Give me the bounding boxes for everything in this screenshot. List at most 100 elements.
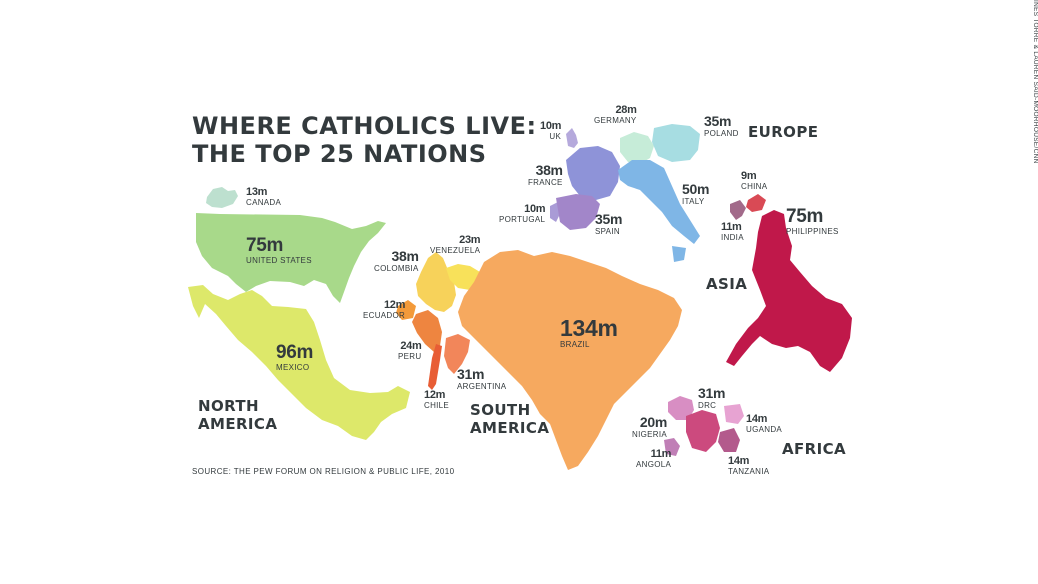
value: 10m [540, 120, 562, 132]
india-shape [730, 200, 746, 220]
label-peru: 24m PERU [398, 340, 422, 362]
label-poland: 35m POLAND [704, 113, 739, 139]
value: 13m [246, 186, 268, 198]
nigeria-shape [668, 396, 694, 420]
label-tanzania: 14m TANZANIA [728, 455, 769, 477]
label-india: 11m INDIA [721, 221, 744, 243]
label-france: 38m FRANCE [528, 162, 563, 188]
label-colombia: 38m COLOMBIA [374, 248, 419, 274]
label-brazil: 134m BRAZIL [560, 316, 618, 350]
argentina-shape [444, 334, 470, 374]
label-venezuela: 23m VENEZUELA [430, 234, 481, 256]
name: UGANDA [746, 425, 783, 434]
label-canada: 13m CANADA [246, 186, 281, 208]
france-shape [566, 146, 620, 200]
poland-shape [652, 124, 700, 162]
label-spain: 35m SPAIN [595, 211, 622, 237]
label-mexico: 96m MEXICO [276, 343, 313, 373]
united-states-shape [196, 213, 386, 303]
name: CHINA [741, 182, 768, 191]
value: 23m [459, 234, 481, 246]
name: ANGOLA [636, 460, 672, 469]
label-italy: 50m ITALY [682, 181, 709, 207]
name: CHILE [424, 401, 450, 410]
region-line: NORTH [198, 397, 259, 415]
region-label-asia: ASIA [706, 275, 748, 293]
name: ECUADOR [363, 311, 406, 320]
value: 28m [615, 104, 637, 116]
name: MEXICO [276, 363, 310, 372]
value: 10m [524, 203, 546, 215]
value: 12m [424, 389, 446, 401]
name: BRAZIL [560, 340, 590, 349]
china-shape [746, 194, 766, 212]
value: 38m [535, 162, 563, 178]
value: 9m [741, 170, 757, 182]
uganda-shape [724, 404, 744, 424]
label-angola: 11m ANGOLA [636, 448, 671, 470]
value: 14m [728, 455, 750, 467]
name: GERMANY [594, 116, 637, 125]
name: CANADA [246, 198, 282, 207]
value: 96m [276, 342, 314, 363]
spain-shape [556, 194, 600, 230]
label-nigeria: 20m NIGERIA [632, 414, 667, 440]
brazil-shape [458, 250, 682, 470]
value: 50m [682, 181, 710, 197]
title-line-2: THE TOP 25 NATIONS [192, 140, 487, 168]
name: COLOMBIA [374, 264, 419, 273]
name: TANZANIA [728, 467, 770, 476]
region-line: AMERICA [198, 415, 278, 433]
region-label-south-america: SOUTH AMERICA [470, 401, 549, 437]
mexico-shape [188, 285, 410, 440]
name: INDIA [721, 233, 744, 242]
value: 11m [650, 448, 672, 460]
source-note: SOURCE: THE PEW FORUM ON RELIGION & PUBL… [192, 467, 455, 476]
canada-shape [206, 187, 238, 208]
name: UK [549, 132, 562, 141]
region-line: AMERICA [470, 419, 550, 437]
label-china: 9m CHINA [741, 170, 767, 192]
label-united-states: 75m UNITED STATES [246, 236, 312, 266]
germany-shape [620, 132, 654, 164]
label-philippines: 75m PHILIPPINES [786, 207, 839, 237]
value: 14m [746, 413, 768, 425]
region-label-north-america: NORTH AMERICA [198, 397, 277, 433]
value: 35m [704, 113, 732, 129]
name: SPAIN [595, 227, 620, 236]
value: 134m [560, 315, 618, 341]
drc-shape [686, 410, 720, 452]
credit-line: INES TORRE & LAUREN SAID-MOORHOUSE/CNN [1032, 0, 1038, 164]
name: POLAND [704, 129, 739, 138]
name: VENEZUELA [430, 246, 481, 255]
label-germany: 28m GERMANY [594, 104, 637, 126]
value: 38m [391, 248, 419, 264]
value: 11m [721, 221, 742, 233]
value: 24m [400, 340, 422, 352]
label-chile: 12m CHILE [424, 389, 449, 411]
value: 12m [383, 299, 406, 311]
name: PHILIPPINES [786, 227, 839, 236]
label-portugal: 10m PORTUGAL [499, 203, 546, 225]
chile-shape [428, 344, 442, 390]
name: PORTUGAL [499, 215, 546, 224]
italy-shape [618, 160, 700, 262]
angola-shape [664, 438, 680, 456]
region-label-europe: EUROPE [748, 123, 819, 141]
tanzania-shape [718, 428, 740, 452]
name: ARGENTINA [457, 382, 507, 391]
venezuela-shape [446, 264, 480, 290]
name: FRANCE [528, 178, 563, 187]
uk-shape [566, 128, 578, 148]
label-ecuador: 12m ECUADOR [363, 299, 405, 321]
label-drc: 31m DRC [698, 385, 725, 411]
value: 75m [246, 235, 284, 256]
name: DRC [698, 401, 717, 410]
name: ITALY [682, 197, 705, 206]
value: 20m [639, 414, 667, 430]
name: PERU [398, 352, 422, 361]
value: 75m [786, 206, 824, 227]
ecuador-shape [396, 300, 416, 320]
philippines-shape [726, 210, 852, 372]
